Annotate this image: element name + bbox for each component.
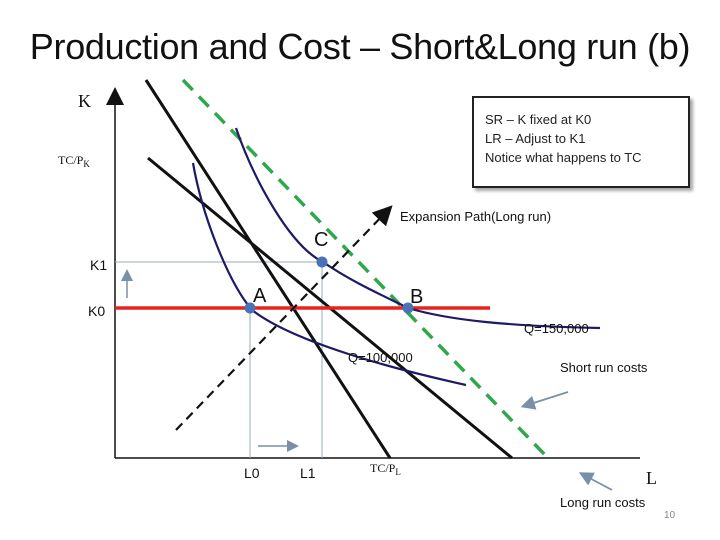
- note-line-2: LR – Adjust to K1: [485, 131, 586, 146]
- isocost-line-1: [144, 79, 392, 459]
- slide-title: Production and Cost – Short&Long run (b): [29, 26, 691, 67]
- short-run-costs-label: Short run costs: [560, 360, 648, 375]
- long-run-costs-label: Long run costs: [560, 495, 646, 510]
- tick-k1: K1: [90, 257, 107, 273]
- note-line-1: SR – K fixed at K0: [485, 112, 592, 127]
- point-c-marker: [316, 256, 328, 268]
- note-line-3: Notice what happens to TC: [485, 150, 642, 165]
- long-run-isocost: [181, 78, 550, 460]
- tick-l1: L1: [300, 465, 316, 481]
- expansion-path: [175, 205, 393, 431]
- short-run-costs-arrow: [520, 391, 569, 410]
- isoquant-label-high: Q=150,000: [524, 321, 589, 336]
- tick-k0: K0: [88, 303, 105, 319]
- x-axis-label: L: [646, 468, 657, 488]
- isoquant-q100000: [191, 162, 467, 387]
- point-a-label: A: [253, 285, 267, 307]
- x-intercept-label: TC/PL: [370, 461, 401, 477]
- y-axis-label: K: [78, 91, 91, 111]
- long-run-costs-arrow: [578, 472, 613, 491]
- point-a-marker: [244, 302, 256, 314]
- point-c-label: C: [314, 229, 328, 251]
- point-b-label: B: [410, 286, 423, 308]
- page-number: 10: [664, 510, 676, 521]
- notes-box: SR – K fixed at K0 LR – Adjust to K1 Not…: [472, 96, 690, 188]
- point-b-marker: [402, 302, 414, 314]
- expansion-path-label: Expansion Path(Long run): [400, 209, 551, 224]
- y-intercept-label: TC/PK: [58, 153, 90, 169]
- tick-l0: L0: [244, 465, 260, 481]
- isoquant-label-low: Q=100,000: [348, 350, 413, 365]
- isoquant-q150000: [234, 127, 601, 330]
